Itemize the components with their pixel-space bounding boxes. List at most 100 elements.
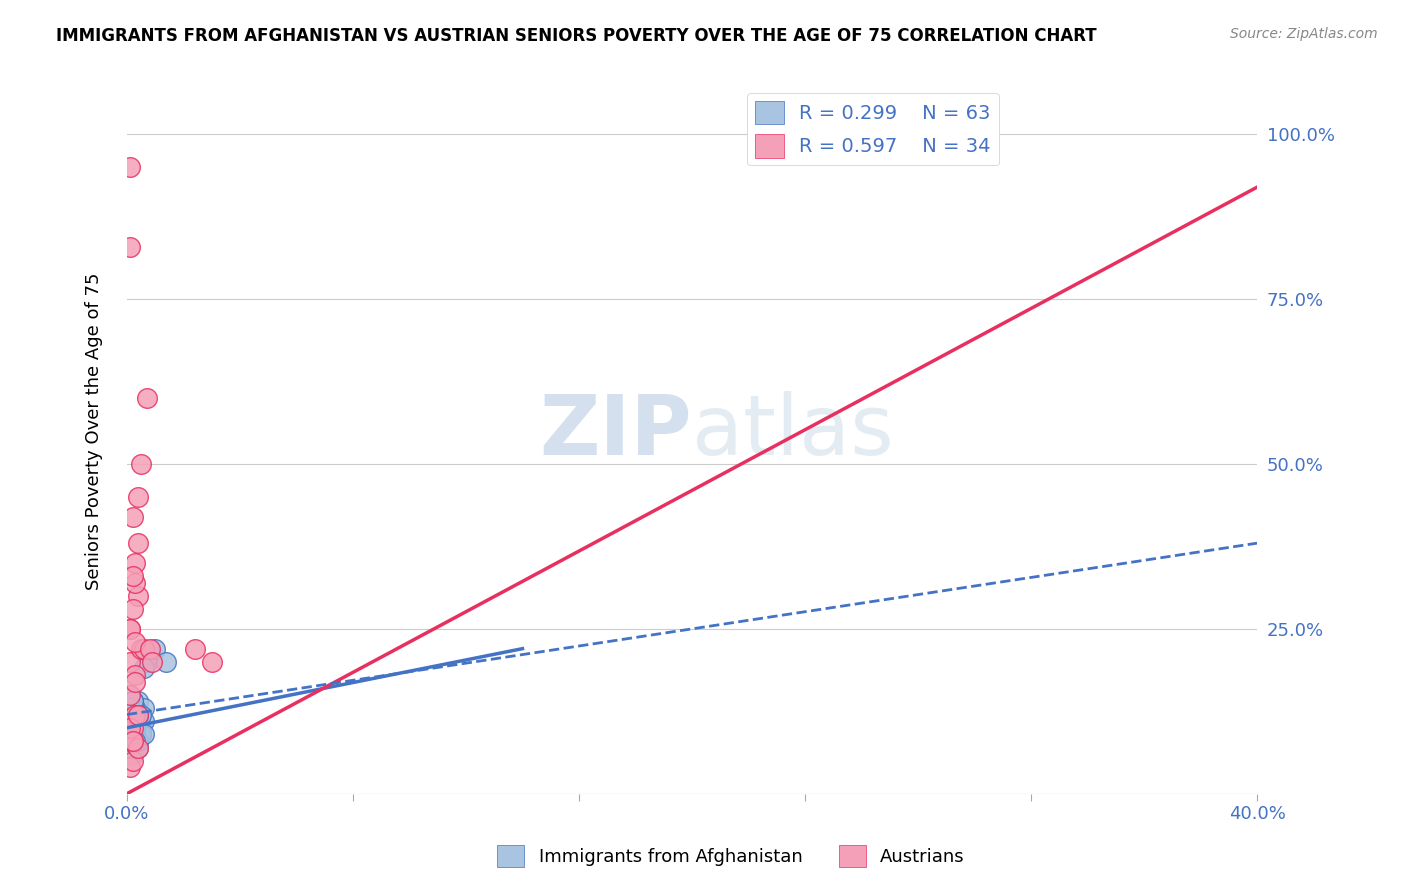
Point — [124, 707, 146, 722]
Point — [121, 569, 143, 583]
Legend: Immigrants from Afghanistan, Austrians: Immigrants from Afghanistan, Austrians — [491, 838, 972, 874]
Point — [121, 747, 143, 761]
Point — [129, 707, 152, 722]
Point — [118, 688, 141, 702]
Point — [141, 655, 163, 669]
Point — [118, 622, 141, 636]
Legend: R = 0.299    N = 63, R = 0.597    N = 34: R = 0.299 N = 63, R = 0.597 N = 34 — [747, 93, 998, 166]
Point — [118, 707, 141, 722]
Text: IMMIGRANTS FROM AFGHANISTAN VS AUSTRIAN SENIORS POVERTY OVER THE AGE OF 75 CORRE: IMMIGRANTS FROM AFGHANISTAN VS AUSTRIAN … — [56, 27, 1097, 45]
Point — [121, 701, 143, 715]
Point — [118, 161, 141, 175]
Point — [132, 641, 155, 656]
Point — [121, 694, 143, 708]
Point — [121, 734, 143, 748]
Point — [143, 641, 166, 656]
Point — [124, 721, 146, 735]
Point — [121, 734, 143, 748]
Point — [118, 734, 141, 748]
Point — [118, 655, 141, 669]
Point — [118, 740, 141, 755]
Point — [121, 602, 143, 616]
Point — [118, 707, 141, 722]
Point — [124, 727, 146, 741]
Point — [127, 734, 149, 748]
Point — [127, 740, 149, 755]
Point — [127, 694, 149, 708]
Point — [127, 707, 149, 722]
Point — [118, 760, 141, 774]
Point — [118, 734, 141, 748]
Point — [129, 721, 152, 735]
Point — [121, 509, 143, 524]
Point — [127, 714, 149, 728]
Y-axis label: Seniors Poverty Over the Age of 75: Seniors Poverty Over the Age of 75 — [86, 272, 103, 590]
Point — [132, 727, 155, 741]
Point — [127, 714, 149, 728]
Point — [129, 641, 152, 656]
Point — [127, 707, 149, 722]
Point — [118, 688, 141, 702]
Point — [124, 674, 146, 689]
Point — [129, 727, 152, 741]
Point — [118, 701, 141, 715]
Point — [135, 391, 157, 405]
Point — [129, 707, 152, 722]
Point — [124, 701, 146, 715]
Point — [132, 701, 155, 715]
Point — [121, 721, 143, 735]
Point — [118, 727, 141, 741]
Point — [129, 727, 152, 741]
Point — [118, 721, 141, 735]
Point — [121, 714, 143, 728]
Point — [118, 714, 141, 728]
Point — [124, 556, 146, 570]
Point — [155, 655, 177, 669]
Point — [121, 727, 143, 741]
Point — [132, 714, 155, 728]
Point — [127, 727, 149, 741]
Point — [124, 714, 146, 728]
Point — [201, 655, 224, 669]
Point — [127, 734, 149, 748]
Point — [124, 707, 146, 722]
Point — [124, 734, 146, 748]
Point — [121, 734, 143, 748]
Point — [121, 754, 143, 768]
Point — [118, 721, 141, 735]
Point — [124, 721, 146, 735]
Point — [118, 721, 141, 735]
Point — [121, 721, 143, 735]
Point — [118, 714, 141, 728]
Point — [127, 589, 149, 603]
Point — [121, 701, 143, 715]
Point — [124, 575, 146, 590]
Point — [138, 641, 160, 656]
Point — [121, 734, 143, 748]
Point — [132, 661, 155, 675]
Point — [121, 707, 143, 722]
Point — [127, 536, 149, 550]
Point — [124, 740, 146, 755]
Point — [124, 734, 146, 748]
Point — [135, 655, 157, 669]
Point — [124, 721, 146, 735]
Point — [124, 668, 146, 682]
Point — [118, 721, 141, 735]
Point — [118, 622, 141, 636]
Point — [129, 457, 152, 471]
Text: Source: ZipAtlas.com: Source: ZipAtlas.com — [1230, 27, 1378, 41]
Text: atlas: atlas — [692, 391, 894, 472]
Point — [127, 707, 149, 722]
Point — [127, 490, 149, 504]
Point — [118, 239, 141, 253]
Point — [124, 714, 146, 728]
Point — [124, 635, 146, 649]
Point — [121, 694, 143, 708]
Point — [127, 740, 149, 755]
Point — [138, 648, 160, 663]
Point — [124, 721, 146, 735]
Text: ZIP: ZIP — [540, 391, 692, 472]
Point — [118, 727, 141, 741]
Point — [118, 714, 141, 728]
